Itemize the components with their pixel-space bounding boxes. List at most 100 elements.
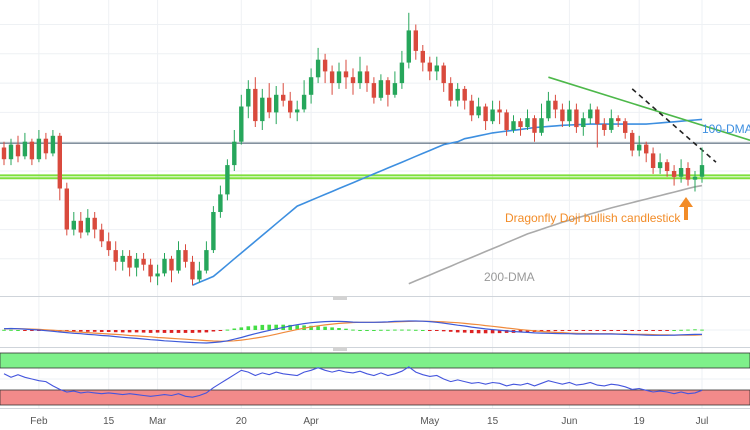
macd-bar-24 [169, 330, 174, 333]
descending-resistance-trendline [548, 76, 750, 141]
candle-body-81 [567, 109, 572, 122]
panel-separator-2[interactable] [0, 347, 750, 351]
candle-body-99 [692, 176, 698, 180]
macd-bar-23 [162, 330, 167, 333]
ma200-line [408, 184, 703, 285]
candle-body-62 [434, 65, 439, 72]
rsi-oversold-band [0, 389, 750, 406]
macd-bar-27 [190, 330, 195, 333]
macd-bar-83 [581, 330, 586, 331]
macd-bar-14 [99, 330, 104, 332]
candle-body-17 [120, 255, 125, 262]
candle-body-7 [50, 135, 56, 154]
macd-bar-94 [658, 330, 662, 331]
pattern-label: Dragonfly Doji bullish candlestick [505, 211, 681, 225]
macd-bar-47 [330, 327, 334, 330]
candle-body-96 [671, 171, 677, 177]
candle-body-11 [78, 220, 83, 233]
rsi-overbought-band [0, 352, 750, 369]
candle-body-18 [127, 255, 132, 268]
candle-body-57 [399, 62, 405, 84]
candle-body-24 [169, 258, 174, 271]
macd-bar-50 [351, 329, 355, 331]
macd-bar-1 [9, 329, 13, 331]
candle-body-1 [8, 144, 14, 160]
candle-body-22 [155, 273, 160, 277]
candle-body-47 [329, 71, 335, 84]
candle-body-40 [281, 94, 286, 101]
candle-body-39 [274, 94, 279, 113]
candle-body-87 [609, 118, 614, 130]
macd-bar-35 [246, 326, 251, 330]
candle-body-100 [699, 165, 705, 177]
x-axis: Feb 15 Mar 20 Apr May 15 Jun 19 Jul [0, 408, 750, 427]
macd-bar-96 [672, 330, 676, 331]
macd-bar-34 [239, 327, 244, 330]
candle-body-31 [218, 194, 223, 212]
macd-bar-18 [127, 330, 132, 333]
candle-body-23 [162, 258, 167, 274]
candle-body-97 [678, 168, 684, 177]
candle-body-68 [476, 106, 481, 116]
candle-body-63 [441, 65, 446, 84]
candle-body-76 [532, 118, 537, 133]
candle-body-53 [371, 83, 377, 98]
ma100-label: 100-DMA [702, 122, 750, 136]
candle-body-91 [637, 144, 642, 151]
macd-bar-90 [630, 330, 634, 331]
macd-bar-98 [686, 329, 690, 331]
macd-bar-44 [309, 325, 313, 330]
candle-body-89 [623, 121, 628, 133]
x-tick-label-9: Jul [696, 416, 709, 427]
x-tick-label-2: Mar [149, 416, 167, 427]
candle-body-26 [183, 250, 188, 262]
candle-body-28 [197, 270, 202, 280]
macd-bar-62 [435, 330, 439, 331]
macd-bar-78 [546, 330, 551, 332]
panel-separator-1[interactable] [0, 296, 750, 300]
ma100-line [192, 118, 703, 286]
macd-bar-26 [183, 330, 188, 333]
macd-bar-71 [497, 330, 502, 334]
macd-bar-3 [23, 330, 27, 331]
candle-body-77 [539, 118, 544, 133]
candle-body-36 [253, 88, 258, 122]
candle-body-80 [560, 109, 565, 122]
candle-body-65 [455, 88, 460, 101]
macd-bar-80 [560, 330, 565, 332]
macd-bar-81 [567, 330, 572, 331]
candle-body-9 [64, 188, 69, 230]
macd-bar-42 [295, 325, 299, 330]
macd-bar-70 [490, 330, 495, 334]
macd-bar-39 [274, 324, 278, 330]
macd-bar-17 [120, 330, 125, 333]
candle-body-90 [630, 132, 635, 151]
candle-body-55 [385, 80, 391, 95]
macd-bar-67 [469, 330, 474, 334]
candle-body-29 [204, 250, 209, 271]
candle-body-60 [420, 50, 425, 63]
macd-bar-69 [483, 330, 488, 334]
candle-body-42 [295, 109, 300, 113]
x-tick-label-6: 15 [487, 416, 499, 427]
candle-body-19 [134, 258, 139, 268]
candle-body-4 [29, 141, 35, 160]
macd-bar-63 [441, 330, 446, 332]
candle-body-54 [378, 80, 384, 98]
macd-bar-20 [141, 330, 146, 333]
macd-bar-87 [609, 330, 614, 331]
macd-bar-97 [679, 329, 683, 331]
candle-body-43 [301, 94, 307, 110]
macd-lines [3, 320, 703, 344]
macd-bar-86 [602, 330, 607, 331]
candle-body-94 [657, 162, 663, 169]
candle-body-72 [504, 112, 509, 130]
candle-body-46 [322, 59, 328, 72]
macd-bar-54 [379, 329, 383, 331]
candle-body-58 [406, 30, 411, 63]
bullish-arrow-icon [679, 197, 693, 220]
macd-bar-92 [644, 330, 648, 331]
candle-body-61 [427, 62, 432, 72]
macd-bar-68 [476, 330, 481, 334]
macd-bar-16 [113, 330, 118, 333]
